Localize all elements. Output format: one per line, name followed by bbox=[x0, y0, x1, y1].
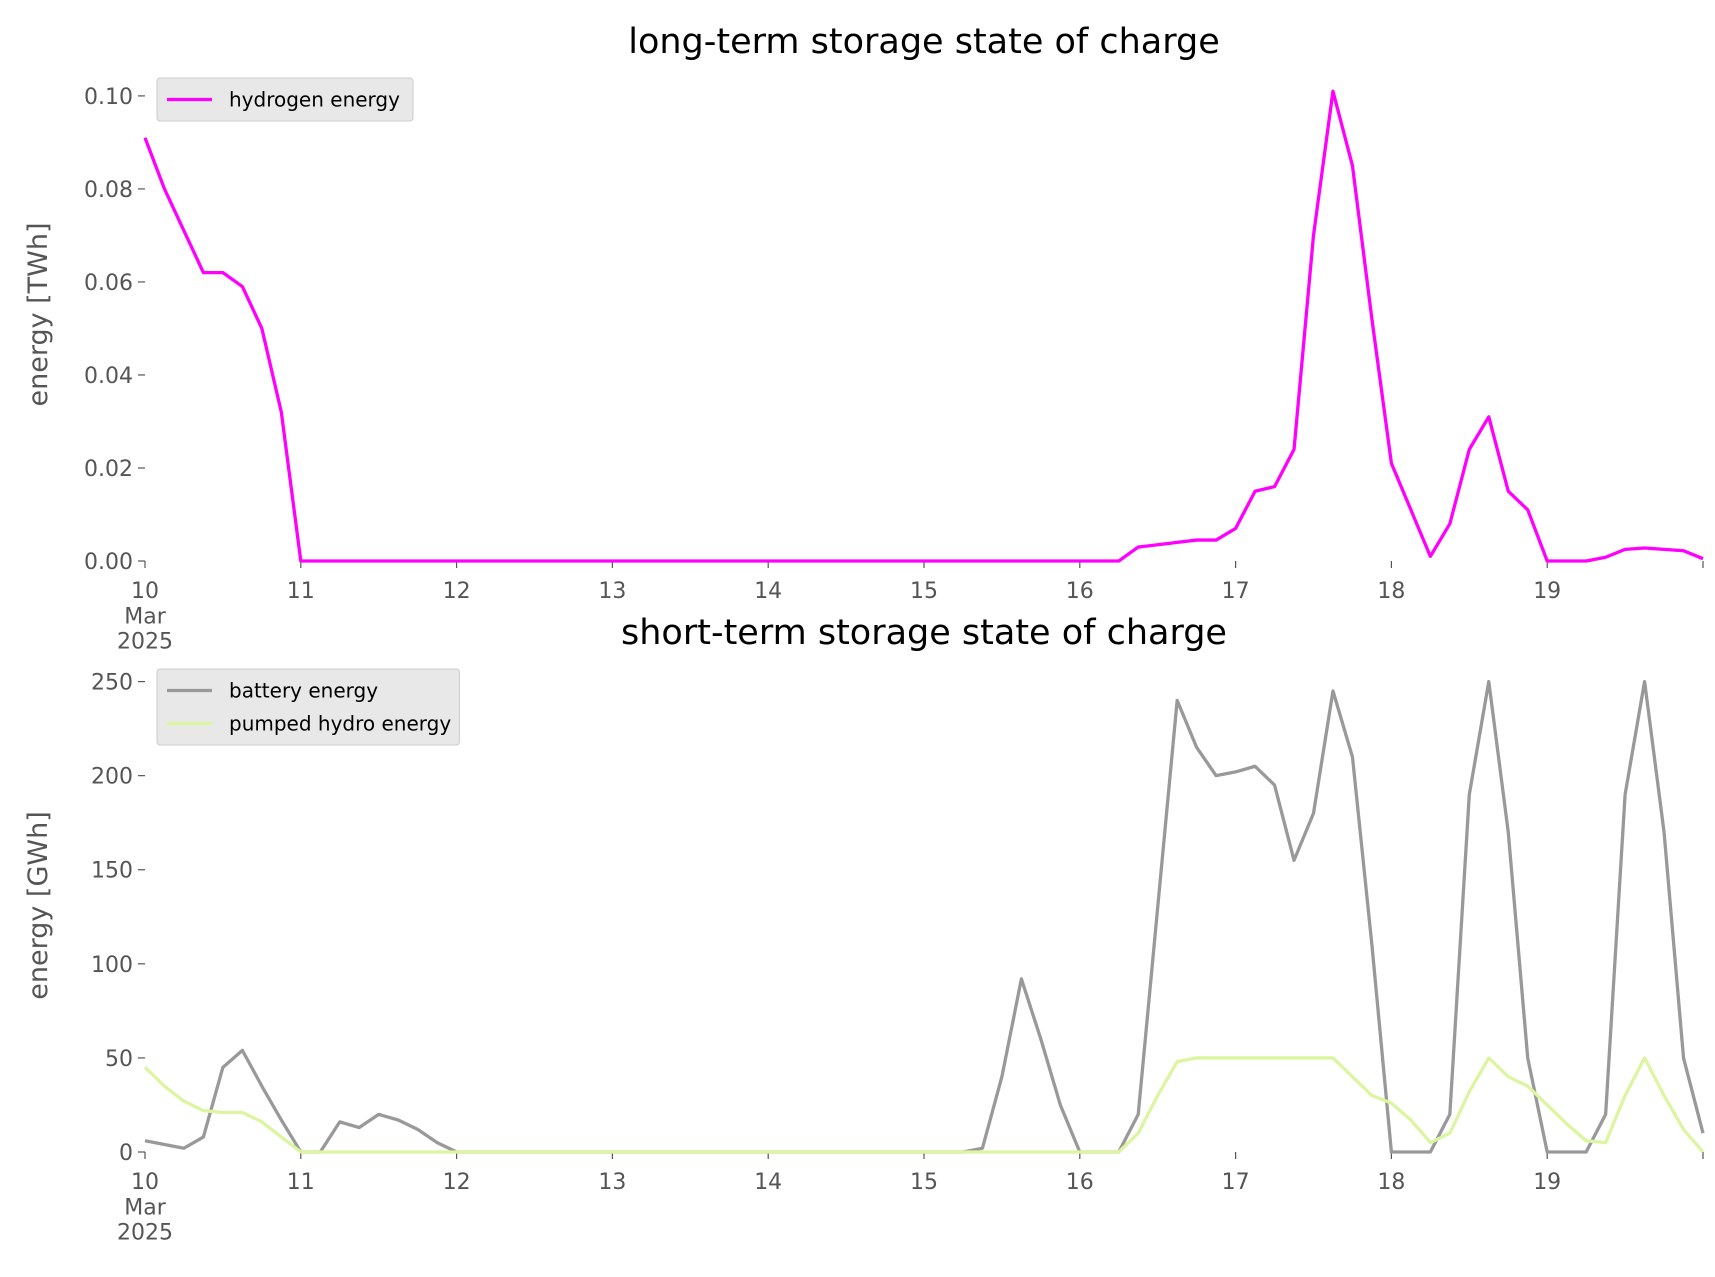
chart-title: long-term storage state of charge bbox=[628, 22, 1220, 62]
x-tick-label: 17 bbox=[1222, 579, 1250, 604]
x-tick-label: 12 bbox=[443, 579, 471, 604]
y-tick-label: 50 bbox=[105, 1047, 133, 1072]
y-tick-label: 0 bbox=[119, 1141, 133, 1166]
legend-box bbox=[156, 668, 460, 746]
legend: battery energy pumped hydro energy bbox=[156, 668, 460, 746]
y-tick-label: 200 bbox=[91, 765, 133, 790]
legend-label: pumped hydro energy bbox=[229, 712, 451, 736]
y-tick-label: 250 bbox=[91, 671, 133, 696]
x-tick-label: 14 bbox=[754, 1170, 782, 1195]
y-tick-label: 150 bbox=[91, 859, 133, 884]
y-tick-label: 0.04 bbox=[84, 364, 133, 389]
x-tick-label: 15 bbox=[910, 579, 938, 604]
y-tick-label: 0.10 bbox=[84, 85, 133, 110]
legend: hydrogen energy bbox=[156, 77, 414, 122]
legend-box bbox=[156, 77, 414, 122]
y-axis-label: energy [TWh] bbox=[23, 222, 54, 406]
legend-label: battery energy bbox=[229, 679, 378, 703]
x-tick-label: 13 bbox=[598, 1170, 626, 1195]
x-tick-label: 13 bbox=[598, 579, 626, 604]
y-tick-label: 100 bbox=[91, 953, 133, 978]
x-tick-label: 10 Mar 2025 bbox=[117, 1170, 173, 1246]
y-tick-label: 0.06 bbox=[84, 271, 133, 296]
x-tick-label: 17 bbox=[1222, 1170, 1250, 1195]
chart-title: short-term storage state of charge bbox=[621, 613, 1227, 653]
x-tick-label: 11 bbox=[287, 579, 315, 604]
x-tick-label: 19 bbox=[1533, 579, 1561, 604]
x-tick-label: 10 Mar 2025 bbox=[117, 579, 173, 655]
series-line bbox=[144, 679, 1705, 1154]
x-tick-label: 18 bbox=[1377, 1170, 1405, 1195]
x-tick-label: 16 bbox=[1066, 579, 1094, 604]
series-line bbox=[143, 89, 1704, 563]
x-tick-label: 12 bbox=[443, 1170, 471, 1195]
y-axis-label: energy [GWh] bbox=[23, 811, 54, 999]
series-line bbox=[143, 1056, 1705, 1154]
x-tick-label: 19 bbox=[1533, 1170, 1561, 1195]
x-tick-label: 11 bbox=[287, 1170, 315, 1195]
x-tick-label: 18 bbox=[1377, 579, 1405, 604]
x-tick-label: 14 bbox=[754, 579, 782, 604]
x-tick-label: 16 bbox=[1066, 1170, 1094, 1195]
y-tick-label: 0.00 bbox=[84, 550, 133, 575]
x-tick-label: 15 bbox=[910, 1170, 938, 1195]
y-tick-label: 0.08 bbox=[84, 178, 133, 203]
legend-label: hydrogen energy bbox=[229, 88, 400, 112]
y-tick-label: 0.02 bbox=[84, 457, 133, 482]
